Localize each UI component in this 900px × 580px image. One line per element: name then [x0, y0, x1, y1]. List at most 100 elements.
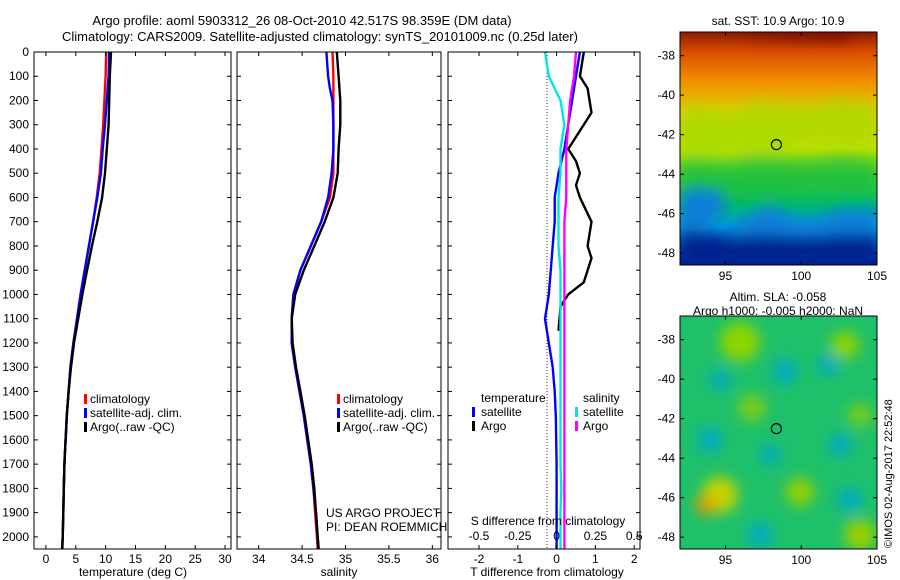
map-y-tick-label: -40 — [658, 88, 676, 102]
y-tick-label: 100 — [9, 69, 29, 83]
x-tick-label: -2 — [474, 552, 485, 566]
series-line-argo-raw-qc — [290, 52, 342, 549]
legend-label-sal-argo: Argo — [583, 419, 609, 433]
legend-swatch-satellite — [84, 408, 87, 418]
salinity-axes-frame — [236, 51, 442, 550]
t-difference-xlabel: T difference from climatology — [470, 565, 624, 579]
map-y-tick-label: -38 — [658, 49, 676, 63]
map-y-tick-label: -42 — [658, 412, 676, 426]
legend-label-satellite: satellite-adj. clim. — [90, 406, 182, 420]
depth-axis: 0 100 200 300 400 500 600 700 800 900 1000 1100 1200… — [2, 45, 231, 544]
y-tick-label: 900 — [9, 263, 29, 277]
x-tick-label: -1 — [512, 552, 523, 566]
sla-map-title-line2: Argo h1000: -0.005 h2000: NaN — [693, 304, 863, 318]
temperature-xlabel: temperature (deg C) — [79, 565, 187, 579]
x-tick-label: 35.5 — [377, 552, 401, 566]
y-tick-label: 500 — [9, 166, 29, 180]
sst-map-axes: 95 100 105 -38 -40 -42 -44 -46 -48 — [658, 32, 887, 283]
credit-pi: PI: DEAN ROEMMICH — [326, 520, 447, 534]
x-tick-label: 34.5 — [290, 552, 314, 566]
map-y-tick-label: -44 — [658, 451, 676, 465]
legend-label-temp-argo: Argo — [481, 419, 507, 433]
temperature-series — [60, 52, 113, 549]
y-tick-label: 1500 — [2, 409, 29, 423]
figure-title-line2: Climatology: CARS2009. Satellite-adjuste… — [62, 29, 578, 44]
map-y-tick-label: -38 — [658, 333, 676, 347]
x-tick-label: 20 — [159, 552, 173, 566]
difference-axes-frame — [447, 51, 641, 550]
x-tick-label: 34 — [252, 552, 266, 566]
map-y-tick-label: -46 — [658, 491, 676, 505]
sla-map-title-line1: Altim. SLA: -0.058 — [730, 290, 827, 304]
top-x-tick-label: 0.5 — [626, 529, 643, 543]
credit-project: US ARGO PROJECT — [326, 506, 441, 520]
legend-label-temp-satellite: satellite — [481, 405, 522, 419]
y-tick-label: 1600 — [2, 433, 29, 447]
x-tick-label: 0 — [553, 552, 560, 566]
salinity-xlabel: salinity — [321, 565, 358, 579]
legend-label-sal-satellite: satellite — [583, 405, 624, 419]
top-x-tick-label: -0.25 — [504, 529, 532, 543]
salinity-difference-x-axis: -0.5 -0.25 0 0.25 0.5 — [469, 529, 643, 543]
temperature-panel: 0100200300400500600700800900100011001200… — [2, 45, 232, 579]
map-x-tick-label: 105 — [867, 553, 887, 567]
map-y-tick-label: -48 — [658, 530, 676, 544]
difference-series — [543, 52, 593, 549]
sla-map-frame — [679, 315, 878, 550]
difference-y-ticks — [448, 51, 640, 538]
salinity-series — [290, 52, 342, 549]
sla-map-panel: Altim. SLA: -0.058 Argo h1000: -0.005 h2… — [658, 290, 888, 567]
argo-float-location-marker — [770, 139, 783, 151]
sst-map-title: sat. SST: 10.9 Argo: 10.9 — [712, 14, 845, 28]
legend-swatch-satellite — [337, 408, 340, 418]
y-tick-label: 1200 — [2, 336, 29, 350]
series-line-argo-raw-qc — [61, 52, 113, 549]
top-x-tick-label: 0.25 — [584, 529, 608, 543]
map-y-tick-label: -40 — [658, 372, 676, 386]
legend-swatch-sal-satellite — [575, 407, 578, 417]
x-tick-label: 0 — [43, 552, 50, 566]
temperature-legend: climatology satellite-adj. clim. Argo(..… — [84, 392, 182, 434]
series-line-salinity-argo — [563, 52, 578, 549]
map-y-tick-label: -46 — [658, 207, 676, 221]
temperature-difference-x-axis: -2 -1 0 1 2 — [474, 52, 638, 566]
s-difference-xlabel: S difference from climatology — [471, 514, 626, 528]
map-x-tick-label: 105 — [867, 269, 887, 283]
map-x-tick-label: 95 — [719, 553, 733, 567]
y-tick-label: 800 — [9, 239, 29, 253]
x-tick-label: 35 — [339, 552, 353, 566]
imos-timestamp: ©IMOS 02-Aug-2017 22:52:48 — [883, 399, 895, 548]
legend-swatch-argo — [84, 422, 87, 432]
x-tick-label: 30 — [218, 552, 232, 566]
salinity-y-ticks — [237, 51, 441, 538]
legend-swatch-temp-argo — [472, 421, 475, 431]
x-tick-label: 1 — [592, 552, 599, 566]
temperature-axes-frame — [33, 51, 232, 550]
top-x-tick-label: -0.5 — [469, 529, 490, 543]
y-tick-label: 1900 — [2, 506, 29, 520]
legend-label-climatology: climatology — [90, 392, 150, 406]
x-tick-label: 36 — [426, 552, 440, 566]
x-tick-label: 5 — [72, 552, 79, 566]
series-line-climatology — [60, 52, 108, 549]
legend-swatch-temp-satellite — [472, 407, 475, 417]
y-tick-label: 1700 — [2, 457, 29, 471]
y-tick-label: 1300 — [2, 360, 29, 374]
difference-legend: temperature salinity satellite Argo sate… — [472, 391, 624, 433]
legend-title-salinity: salinity — [583, 391, 620, 405]
y-tick-label: 600 — [9, 190, 29, 204]
x-tick-label: 15 — [129, 552, 143, 566]
y-tick-label: 1400 — [2, 384, 29, 398]
y-tick-label: 700 — [9, 215, 29, 229]
y-tick-label: 1100 — [3, 312, 29, 326]
legend-title-temperature: temperature — [481, 391, 546, 405]
legend-swatch-climatology — [84, 394, 87, 404]
series-line-temperature-satellite — [543, 52, 582, 549]
legend-swatch-climatology — [337, 394, 340, 404]
figure-title-line1: Argo profile: aoml 5903312_26 08-Oct-201… — [92, 13, 512, 28]
y-tick-label: 1800 — [2, 481, 29, 495]
series-line-temperature-argo — [557, 52, 593, 331]
map-x-tick-label: 95 — [719, 269, 733, 283]
y-tick-label: 1000 — [2, 287, 29, 301]
